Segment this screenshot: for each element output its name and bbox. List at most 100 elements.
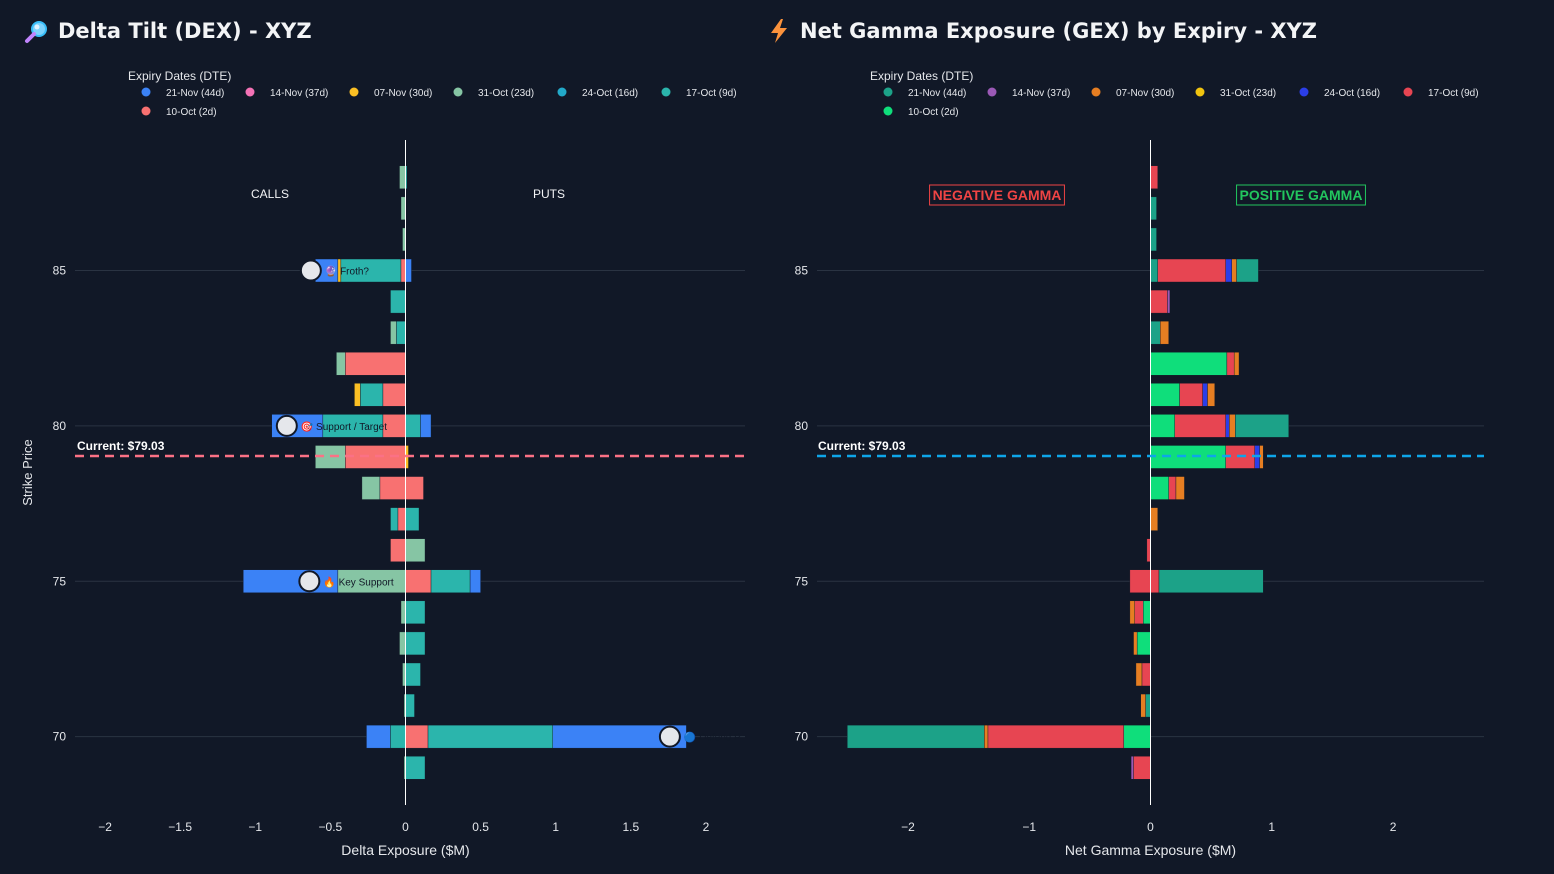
gex-bar-segment — [1226, 352, 1235, 376]
gex-bar-segment — [984, 724, 989, 749]
dex-legend-label: 07-Nov (30d) — [374, 88, 432, 99]
dex-annotation-text: 🔵 Defend P — [684, 731, 741, 744]
gex-bar-72[interactable] — [1135, 662, 1151, 687]
dex-annotation[interactable]: 🔮 Froth? — [299, 259, 370, 282]
dex-annotation[interactable]: 🔵 Defend P — [658, 725, 741, 748]
dex-legend-item[interactable]: 31-Oct (23d) — [453, 87, 535, 100]
dex-legend-marker — [349, 87, 359, 97]
gex-legend-item[interactable]: 24-Oct (16d) — [1299, 87, 1381, 100]
dex-xtick-label: 2 — [703, 820, 710, 834]
gex-bar-segment — [1168, 476, 1177, 500]
dex-annotation[interactable]: 🔥 Key Support — [298, 570, 394, 593]
gex-bar-86[interactable] — [1150, 227, 1157, 252]
dex-bar-76[interactable] — [390, 538, 426, 562]
dex-bar-segment — [390, 538, 406, 562]
gex-ytick-label: 75 — [795, 574, 809, 588]
gex-legend-item[interactable]: 10-Oct (2d) — [883, 106, 959, 119]
gex-ytick-label: 70 — [795, 730, 809, 744]
gex-bar-segment — [1136, 631, 1151, 656]
gex-bar-80[interactable] — [1150, 414, 1289, 438]
gex-bar-75[interactable] — [1129, 569, 1264, 593]
gex-legend-item[interactable]: 07-Nov (30d) — [1091, 87, 1175, 100]
gex-side-label-box — [1236, 184, 1366, 206]
gex-bar-segment — [1146, 538, 1151, 562]
dex-bar-segment — [405, 693, 415, 718]
gex-legend-item[interactable]: 14-Nov (37d) — [987, 87, 1071, 100]
gex-bar-segment — [1150, 383, 1180, 407]
gex-bar-74[interactable] — [1129, 600, 1151, 625]
dex-legend-item[interactable]: 07-Nov (30d) — [349, 87, 433, 100]
gex-panel: Net Gamma Exposure (GEX) by Expiry - XYZ… — [771, 0, 1554, 874]
gex-bar-70[interactable] — [847, 724, 1151, 749]
dex-legend-item[interactable]: 21-Nov (44d) — [141, 87, 225, 100]
gex-legend-marker — [1299, 87, 1309, 97]
gex-bar-82[interactable] — [1150, 352, 1240, 376]
gex-bar-segment — [1150, 289, 1168, 314]
dex-ytick-label: 75 — [53, 574, 67, 588]
dex-legend-item[interactable]: 17-Oct (9d) — [661, 87, 737, 100]
dex-bar-77[interactable] — [390, 507, 420, 531]
dex-bar-84[interactable] — [390, 289, 406, 314]
dex-bar-72[interactable] — [402, 662, 421, 687]
dex-bar-81[interactable] — [354, 383, 406, 407]
dex-bar-segment — [400, 258, 406, 283]
dex-bar-segment — [390, 507, 399, 531]
gex-current-price-label: Current: $79.03 — [818, 439, 906, 453]
dex-bar-segment — [345, 352, 406, 376]
dex-bar-segment — [405, 662, 421, 687]
gex-bar-71[interactable] — [1140, 693, 1151, 718]
gex-bar-76[interactable] — [1146, 538, 1151, 562]
dex-bar-segment — [361, 476, 381, 500]
gex-xtick-label: −2 — [901, 820, 915, 834]
gex-bar-78[interactable] — [1150, 476, 1185, 500]
dex-bar-70[interactable] — [366, 724, 687, 749]
gex-bar-segment — [1179, 383, 1203, 407]
gex-bar-segment — [1150, 507, 1158, 531]
gex-legend-label: 10-Oct (2d) — [908, 107, 959, 118]
gex-bar-69[interactable] — [1130, 756, 1151, 780]
gex-bar-77[interactable] — [1150, 507, 1158, 531]
dex-legend-item[interactable]: 24-Oct (16d) — [557, 87, 639, 100]
gex-bar-73[interactable] — [1133, 631, 1151, 656]
gex-legend-item[interactable]: 17-Oct (9d) — [1403, 87, 1479, 100]
dex-bar-82[interactable] — [336, 352, 406, 376]
dex-annotation[interactable]: 🎯 Support / Target — [275, 414, 387, 437]
magnifier-icon — [25, 21, 47, 43]
dex-bar-segment — [379, 476, 406, 500]
dex-bar-75[interactable] — [243, 569, 481, 593]
dex-bar-69[interactable] — [403, 756, 426, 780]
gex-title-text: Net Gamma Exposure (GEX) by Expiry - XYZ — [800, 19, 1317, 43]
gex-legend-item[interactable]: 21-Nov (44d) — [883, 87, 967, 100]
dex-bar-segment — [354, 383, 361, 407]
dex-bar-87[interactable] — [400, 196, 406, 221]
dex-bar-78[interactable] — [361, 476, 424, 500]
dex-legend-item[interactable]: 14-Nov (37d) — [245, 87, 329, 100]
dex-xtick-label: 0.5 — [472, 820, 489, 834]
dex-bar-segment — [552, 724, 687, 749]
gex-bar-segment — [1174, 414, 1226, 438]
gex-bar-segment — [1236, 258, 1259, 283]
gex-legend-item[interactable]: 31-Oct (23d) — [1195, 87, 1277, 100]
dex-legend-marker — [453, 87, 463, 97]
dex-bar-73[interactable] — [399, 631, 426, 656]
gex-bar-85[interactable] — [1150, 258, 1259, 283]
dex-annotation-text: 🔮 Froth? — [325, 265, 370, 278]
gex-bar-87[interactable] — [1150, 196, 1157, 221]
gex-bar-segment — [847, 724, 985, 749]
gex-bar-segment — [1145, 693, 1151, 718]
dex-title: Delta Tilt (DEX) - XYZ — [24, 18, 312, 44]
dex-bar-83[interactable] — [390, 320, 406, 345]
gex-xtick-label: −1 — [1022, 820, 1036, 834]
dex-legend-item[interactable]: 10-Oct (2d) — [141, 106, 217, 119]
dex-bar-85[interactable] — [315, 258, 412, 283]
dex-bar-74[interactable] — [400, 600, 426, 625]
gex-bar-81[interactable] — [1150, 383, 1215, 407]
gex-bar-83[interactable] — [1150, 320, 1169, 345]
gex-bar-segment — [1140, 693, 1146, 718]
gex-bar-88[interactable] — [1150, 165, 1158, 189]
gex-bar-segment — [1141, 662, 1151, 687]
gex-bar-84[interactable] — [1150, 289, 1171, 314]
dex-legend-marker — [141, 87, 151, 97]
gex-bar-segment — [1150, 414, 1175, 438]
dex-bar-segment — [366, 724, 391, 749]
